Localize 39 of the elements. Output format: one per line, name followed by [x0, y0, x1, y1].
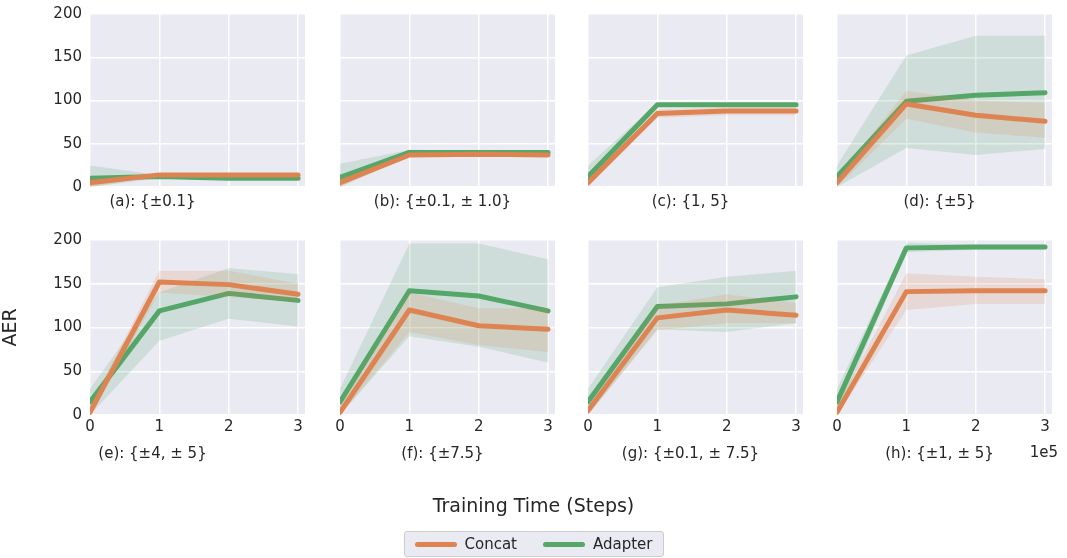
legend-label: Concat [463, 535, 517, 553]
y-tick-label: 50 [62, 133, 82, 152]
x-tick-label: 0 [832, 416, 842, 435]
legend-label: Adapter [592, 535, 653, 553]
x-axis-title: Training Time (Steps) [431, 494, 636, 516]
x-tick-label: 1 [404, 416, 415, 435]
x-tick-label: 3 [1040, 416, 1050, 435]
x-tick-label: 3 [543, 416, 553, 435]
x-tick-label: 3 [791, 416, 801, 435]
text: (e): {±4, ± 5} [98, 443, 207, 462]
y-tick-label: 0 [72, 176, 82, 195]
text: 1e5 [1029, 442, 1058, 461]
x-tick-label: 2 [223, 416, 234, 435]
text: (d): {±5} [903, 191, 976, 210]
y-axis-title: AER [0, 308, 21, 347]
x-tick-label: 2 [721, 416, 732, 435]
x-tick-label: 1 [901, 416, 912, 435]
x-tick-label: 0 [583, 416, 593, 435]
text: (b): {±0.1, ± 1.0} [373, 191, 512, 210]
x-tick-label: 1 [652, 416, 663, 435]
x-tick-label: 3 [293, 416, 303, 435]
x-tick-label: 2 [473, 416, 484, 435]
x-tick-label: 0 [335, 416, 345, 435]
x-tick-label: 0 [85, 416, 95, 435]
y-tick-label: 150 [53, 273, 82, 292]
text: (g): {±0.1, ± 7.5} [621, 443, 760, 462]
y-tick-label: 0 [72, 404, 82, 423]
y-tick-label: 50 [62, 361, 82, 380]
y-tick-label: 150 [53, 47, 82, 66]
text: (a): {±0.1} [109, 191, 196, 210]
y-tick-label: 100 [53, 317, 82, 336]
text: (f): {±7.5} [401, 443, 484, 462]
y-tick-label: 200 [53, 229, 82, 248]
x-tick-label: 2 [970, 416, 981, 435]
text: (h): {±1, ± 5} [885, 443, 994, 462]
text: (c): {1, 5} [651, 191, 730, 210]
y-tick-label: 200 [53, 3, 82, 22]
x-tick-label: 1 [154, 416, 165, 435]
y-tick-label: 100 [53, 90, 82, 109]
